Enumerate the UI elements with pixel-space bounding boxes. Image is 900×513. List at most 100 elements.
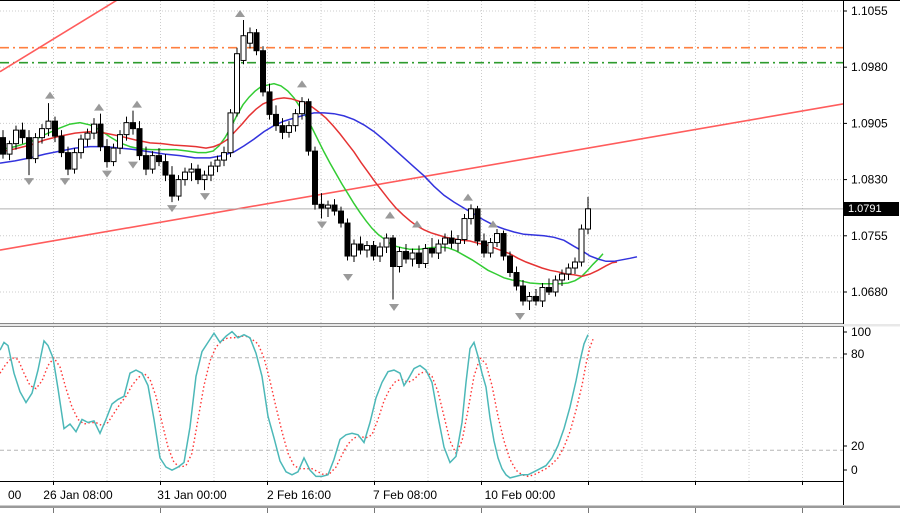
candle-bullish bbox=[208, 165, 214, 176]
candle-bearish bbox=[253, 32, 260, 52]
candle-bullish bbox=[286, 125, 292, 133]
candle-bearish bbox=[305, 101, 312, 152]
ma-blue-slow bbox=[0, 112, 638, 263]
candle-bullish bbox=[409, 252, 416, 260]
time-axis-label[interactable]: 31 Jan 00:00 bbox=[157, 488, 227, 502]
candle-bullish bbox=[351, 243, 357, 257]
candle-bearish bbox=[500, 233, 507, 257]
time-axis-label[interactable]: 00 bbox=[8, 488, 22, 502]
stoch-main-line bbox=[0, 330, 589, 479]
candle-bullish bbox=[422, 248, 429, 265]
price-axis-label: 1.0905 bbox=[851, 116, 888, 130]
candle-bearish bbox=[19, 129, 26, 139]
candle-bearish bbox=[273, 113, 279, 127]
fractal-arrows bbox=[24, 9, 525, 320]
candle-bearish bbox=[546, 286, 552, 293]
price-axis-label: 1.0680 bbox=[851, 285, 888, 299]
candle-bearish bbox=[429, 248, 435, 254]
indicator-axis-label: 100 bbox=[851, 325, 871, 339]
candle-bearish bbox=[26, 137, 32, 160]
candle-bullish bbox=[182, 171, 188, 181]
candle-bearish bbox=[58, 135, 65, 154]
candle-bullish bbox=[71, 152, 78, 170]
candle-bullish bbox=[45, 120, 52, 130]
candle-bullish bbox=[227, 112, 234, 154]
candle-bullish bbox=[117, 134, 123, 149]
candle-bullish bbox=[188, 168, 195, 173]
stoch-signal-line bbox=[0, 335, 594, 478]
fractal-up-icon bbox=[412, 220, 422, 228]
price-axis: 1.1055 1.0980 1.0905 1.0830 1.0755 1.0680 bbox=[843, 4, 888, 299]
candle-bullish bbox=[201, 174, 208, 181]
candle-bearish bbox=[390, 237, 396, 268]
grid-lines bbox=[0, 1, 843, 481]
candle-bullish bbox=[221, 152, 227, 161]
stochastic-panel bbox=[0, 330, 843, 479]
candle-bearish bbox=[52, 120, 58, 137]
candle-bullish bbox=[6, 143, 13, 155]
candle-bearish bbox=[195, 168, 201, 181]
candle-bearish bbox=[403, 251, 409, 260]
candle-bearish bbox=[169, 174, 175, 197]
candle-bearish bbox=[533, 295, 539, 302]
candle-bullish bbox=[364, 245, 370, 251]
candle-bullish bbox=[91, 123, 97, 134]
candle-bearish bbox=[331, 204, 338, 212]
fractal-up-icon bbox=[45, 91, 55, 99]
candle-bullish bbox=[494, 233, 500, 244]
candle-bullish bbox=[585, 208, 591, 230]
time-axis-label[interactable]: 7 Feb 08:00 bbox=[373, 488, 437, 502]
fractal-down-icon bbox=[102, 170, 112, 178]
candle-bullish bbox=[240, 35, 247, 61]
candle-bullish bbox=[487, 242, 494, 254]
candle-bearish bbox=[279, 125, 286, 133]
candle-bearish bbox=[156, 155, 162, 163]
candle-bullish bbox=[32, 137, 39, 160]
candle-bullish bbox=[110, 147, 117, 163]
candle-bullish bbox=[396, 251, 403, 268]
candle-bearish bbox=[370, 245, 377, 257]
candle-bullish bbox=[247, 32, 253, 44]
fractal-down-icon bbox=[200, 193, 210, 201]
candlestick-series bbox=[0, 19, 591, 310]
candle-bearish bbox=[65, 152, 71, 170]
fractal-down-icon bbox=[389, 303, 399, 311]
candle-bearish bbox=[507, 255, 513, 274]
main-price-panel bbox=[0, 1, 843, 285]
candle-bullish bbox=[559, 273, 565, 281]
fractal-down-icon bbox=[60, 178, 70, 186]
time-axis-label[interactable]: 10 Feb 00:00 bbox=[485, 488, 556, 502]
candle-bearish bbox=[136, 128, 143, 157]
candle-bearish bbox=[143, 155, 149, 170]
candle-bullish bbox=[149, 155, 156, 170]
candle-bearish bbox=[474, 208, 481, 242]
fractal-up-icon bbox=[297, 80, 307, 88]
indicator-axis: 100 80 20 0 bbox=[843, 325, 871, 477]
candle-bullish bbox=[292, 113, 299, 127]
candle-bearish bbox=[104, 146, 110, 163]
candle-bearish bbox=[260, 50, 266, 93]
fractal-up-icon bbox=[385, 211, 395, 219]
candle-bullish bbox=[539, 286, 546, 302]
indicator-axis-label: 0 bbox=[851, 463, 858, 477]
price-axis-label: 1.1055 bbox=[851, 4, 888, 18]
candle-bearish bbox=[266, 91, 273, 115]
fractal-down-icon bbox=[128, 161, 138, 169]
fractal-up-icon bbox=[488, 220, 498, 228]
fractal-up-icon bbox=[132, 100, 142, 108]
candle-bullish bbox=[39, 128, 45, 139]
fractal-up-icon bbox=[94, 103, 104, 111]
fractal-up-icon bbox=[235, 9, 245, 17]
candle-bullish bbox=[526, 295, 533, 302]
time-axis-label[interactable]: 26 Jan 08:00 bbox=[43, 488, 113, 502]
candle-bullish bbox=[572, 261, 578, 269]
candle-bullish bbox=[455, 239, 461, 244]
candle-bullish bbox=[552, 279, 559, 293]
time-axis-label[interactable]: 2 Feb 16:00 bbox=[267, 488, 331, 502]
candle-bullish bbox=[383, 237, 390, 248]
candle-bullish bbox=[78, 138, 84, 154]
indicator-axis-label: 80 bbox=[851, 347, 865, 361]
